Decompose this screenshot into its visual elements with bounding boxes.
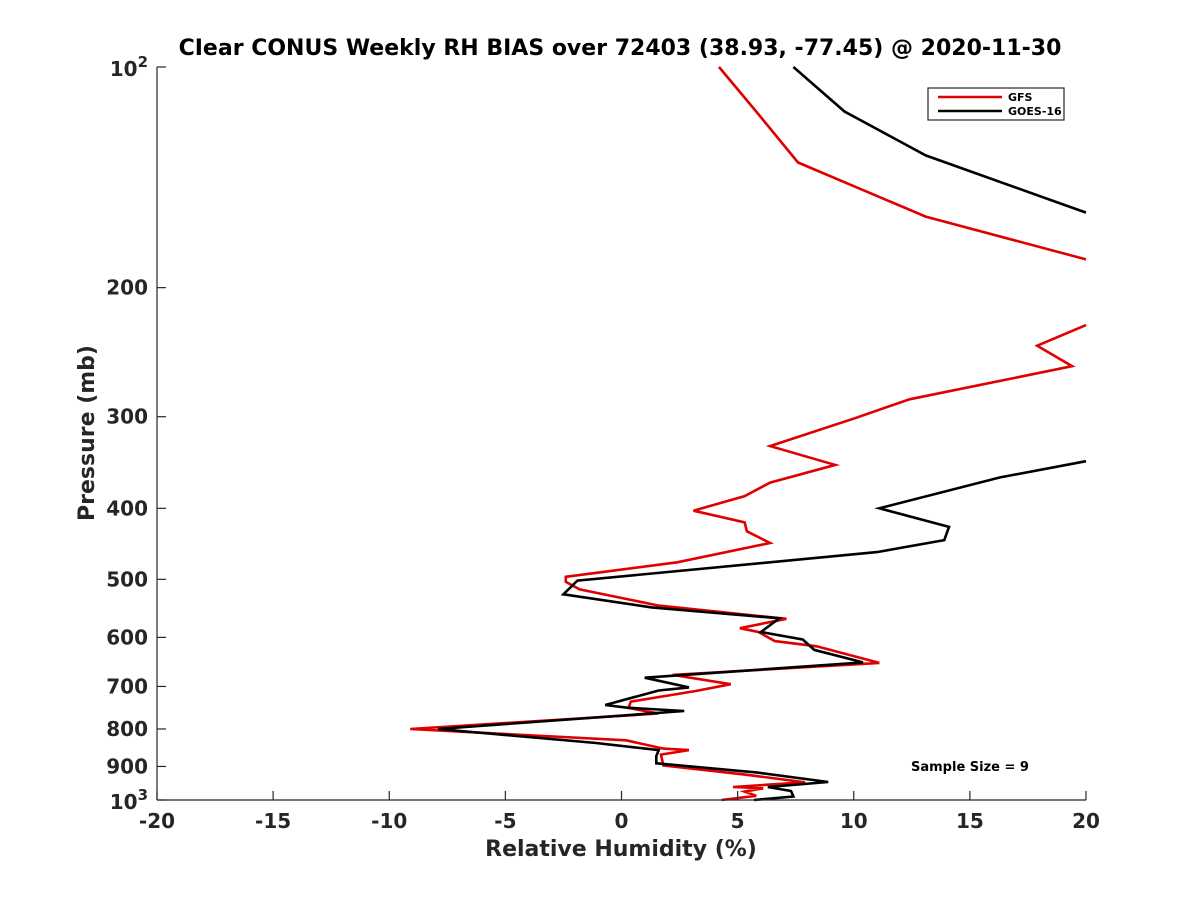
- y-tick-label: 900: [106, 754, 148, 778]
- sample-size-annotation: Sample Size = 9: [911, 760, 1029, 775]
- y-tick-label: 600: [106, 625, 148, 649]
- x-tick-label: 5: [731, 809, 745, 833]
- legend-label-goes16: GOES-16: [1008, 105, 1062, 118]
- y-axis-label: Pressure (mb): [75, 345, 100, 521]
- legend-label-gfs: GFS: [1008, 91, 1033, 104]
- y-tick-label: 500: [106, 567, 148, 591]
- x-axis-ticks: -20 -15 -10 -5 0 5 10 15 20: [139, 791, 1100, 833]
- x-tick-label: -10: [371, 809, 407, 833]
- series-line-gfs: [410, 323, 1087, 802]
- x-tick-label: -5: [494, 809, 516, 833]
- y-tick-label: 400: [106, 496, 148, 520]
- x-tick-label: 20: [1072, 809, 1100, 833]
- x-tick-label: -15: [255, 809, 291, 833]
- y-axis-ticks: 102 200 300 400 500 600 700 800 900 103: [106, 53, 166, 814]
- legend-box: [927, 87, 1065, 121]
- series-line-gfs: [718, 66, 1087, 261]
- chart-title: CIear CONUS Weekly RH BIAS over 72403 (3…: [179, 36, 1062, 61]
- x-tick-label: -20: [139, 809, 175, 833]
- series-line-goes16: [792, 66, 1087, 214]
- x-tick-label: 10: [840, 809, 868, 833]
- x-tick-label: 15: [956, 809, 984, 833]
- y-tick-label: 300: [106, 405, 148, 429]
- y-tick-label: 800: [106, 717, 148, 741]
- y-tick-label: 200: [106, 276, 148, 300]
- series-line-goes16: [437, 459, 1087, 802]
- series-layer: [410, 66, 1087, 802]
- y-tick-label: 103: [110, 786, 148, 814]
- x-axis-label: Relative Humidity (%): [485, 837, 757, 862]
- y-tick-label: 102: [110, 53, 148, 81]
- legend: GFS GOES-16: [927, 87, 1065, 121]
- y-tick-label: 700: [106, 674, 148, 698]
- x-tick-label: 0: [615, 809, 629, 833]
